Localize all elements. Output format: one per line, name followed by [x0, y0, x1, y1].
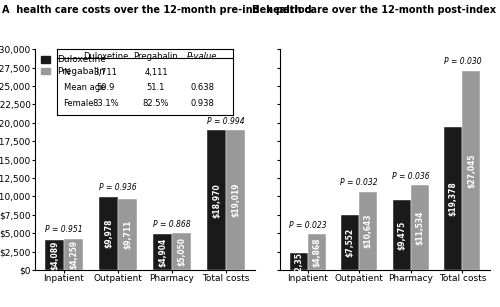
Text: $4,904: $4,904 — [158, 238, 167, 267]
Bar — [411, 185, 429, 270]
Text: Mean age: Mean age — [64, 84, 105, 92]
Text: P = 0.030: P = 0.030 — [444, 57, 481, 67]
Text: $27,045: $27,045 — [467, 153, 476, 188]
Text: 82.5%: 82.5% — [143, 99, 169, 108]
Text: P = 0.994: P = 0.994 — [208, 117, 245, 126]
Text: P = 0.023: P = 0.023 — [289, 221, 327, 230]
Text: Pregabalin: Pregabalin — [134, 52, 178, 61]
Text: $9,711: $9,711 — [123, 220, 132, 249]
Bar — [341, 215, 359, 270]
Text: 0.638: 0.638 — [190, 84, 214, 92]
Text: 3,711: 3,711 — [94, 68, 118, 77]
Text: P = 0.936: P = 0.936 — [99, 183, 137, 192]
Text: $4,868: $4,868 — [312, 238, 321, 267]
Text: A  health care costs over the 12-month pre-index period: A health care costs over the 12-month pr… — [2, 5, 312, 15]
Text: $10,643: $10,643 — [364, 214, 372, 248]
Bar — [359, 192, 378, 270]
Bar — [392, 200, 411, 270]
Text: 4,111: 4,111 — [144, 68, 168, 77]
Text: P-value: P-value — [187, 52, 218, 61]
Text: P = 0.868: P = 0.868 — [153, 220, 191, 228]
Bar — [118, 199, 137, 270]
Text: $4,089: $4,089 — [50, 240, 59, 270]
Bar — [308, 234, 326, 270]
Text: $19,378: $19,378 — [449, 181, 458, 216]
Legend: Duloxetine, Pregabalin: Duloxetine, Pregabalin — [40, 54, 108, 78]
Text: 51.1: 51.1 — [147, 84, 165, 92]
Text: 50.9: 50.9 — [96, 84, 114, 92]
Bar — [462, 71, 480, 270]
Text: N: N — [64, 68, 70, 77]
Bar — [45, 240, 64, 270]
Text: $2,351: $2,351 — [294, 247, 303, 276]
Text: $5,050: $5,050 — [177, 237, 186, 266]
Text: Female: Female — [64, 99, 94, 108]
Text: $19,019: $19,019 — [231, 183, 240, 217]
Text: $4,259: $4,259 — [69, 240, 78, 269]
Bar — [444, 127, 462, 270]
Text: B  health care over the 12-month post-index period: B health care over the 12-month post-ind… — [252, 5, 500, 15]
Text: P = 0.951: P = 0.951 — [45, 225, 82, 234]
Text: $11,534: $11,534 — [416, 211, 424, 245]
Bar — [153, 234, 172, 270]
Text: P = 0.032: P = 0.032 — [340, 178, 378, 187]
Bar — [226, 130, 245, 270]
Bar — [99, 197, 118, 270]
Text: $18,970: $18,970 — [212, 183, 221, 218]
Text: 83.1%: 83.1% — [92, 99, 118, 108]
Text: Duloxetine: Duloxetine — [82, 52, 128, 61]
Bar — [64, 239, 83, 270]
Bar — [172, 233, 191, 270]
Text: 0.938: 0.938 — [190, 99, 214, 108]
Bar — [207, 130, 226, 270]
Text: $9,978: $9,978 — [104, 219, 113, 248]
Bar — [290, 253, 308, 270]
Text: $7,552: $7,552 — [346, 228, 354, 257]
Text: P = 0.036: P = 0.036 — [392, 172, 430, 181]
Text: $9,475: $9,475 — [398, 221, 406, 250]
